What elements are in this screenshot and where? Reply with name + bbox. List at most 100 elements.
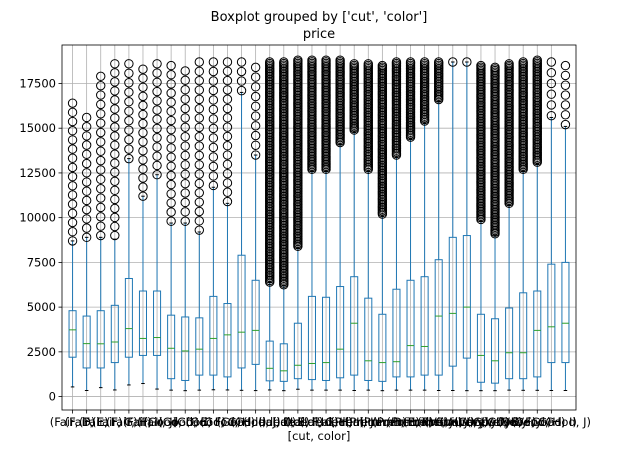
axes-frame	[61, 44, 577, 411]
outlier-point	[67, 116, 78, 127]
box-iqr	[420, 276, 429, 376]
x-tick-label: (Very Good, E)	[439, 415, 522, 429]
box-iqr	[195, 317, 204, 376]
outlier-point	[138, 164, 148, 174]
outlier-point	[279, 57, 289, 67]
outlier-point	[81, 232, 92, 243]
outlier-point	[250, 72, 261, 82]
box-group	[321, 55, 331, 391]
box-group	[67, 98, 78, 388]
outlier-point	[67, 162, 78, 173]
outlier-point	[208, 133, 219, 143]
outlier-point	[110, 212, 120, 223]
outlier-point	[208, 142, 219, 153]
outlier-point	[96, 90, 106, 100]
outlier-point	[194, 188, 205, 198]
outlier-point	[96, 146, 106, 156]
outlier-point	[560, 70, 571, 81]
box-iqr	[82, 315, 91, 369]
outlier-point	[152, 151, 162, 161]
box-iqr	[138, 290, 147, 356]
outlier-point	[96, 230, 106, 241]
outlier-point	[152, 142, 162, 152]
box-iqr	[476, 313, 485, 383]
box-group	[349, 59, 359, 391]
box-iqr	[293, 322, 302, 380]
outlier-point	[138, 191, 148, 201]
outlier-point	[67, 236, 78, 246]
box-iqr	[350, 276, 359, 376]
box-group	[81, 112, 92, 391]
chart-subtitle: price	[303, 27, 335, 42]
outlier-point	[208, 114, 219, 124]
outlier-point	[194, 150, 205, 161]
box-group	[265, 57, 275, 391]
outlier-point	[81, 131, 92, 141]
outlier-point	[138, 146, 148, 156]
outlier-point	[391, 57, 402, 67]
outlier-point	[124, 97, 134, 107]
outlier-point	[265, 57, 275, 67]
outlier-point	[194, 94, 205, 105]
outlier-point	[67, 181, 78, 191]
outlier-point	[96, 212, 106, 222]
outlier-point	[81, 158, 92, 169]
box-group	[419, 57, 430, 391]
outlier-point	[96, 221, 106, 231]
outlier-point	[194, 206, 205, 217]
x-tick-label: (Fair, E)	[65, 415, 109, 429]
outlier-point	[194, 178, 205, 189]
outlier-point	[194, 57, 205, 67]
box-group	[532, 55, 542, 391]
outlier-point	[110, 68, 120, 78]
outlier-point	[96, 109, 106, 119]
box-iqr	[307, 295, 316, 381]
outlier-point	[67, 98, 78, 108]
outlier-point	[560, 100, 571, 110]
outlier-point	[110, 167, 120, 177]
x-tick-label: (Fair, F)	[79, 415, 122, 429]
outlier-point	[250, 82, 261, 92]
outlier-point	[222, 159, 233, 170]
box-group	[96, 71, 106, 389]
outlier-point	[138, 91, 148, 102]
x-tick-label: (Ideal, J)	[330, 415, 378, 429]
outlier-point	[250, 91, 261, 102]
outlier-point	[110, 104, 120, 114]
outlier-point	[110, 122, 120, 132]
outlier-point	[180, 66, 190, 76]
outlier-point	[152, 105, 162, 115]
box-iqr	[533, 290, 542, 378]
outlier-point	[250, 150, 261, 160]
box-group	[490, 62, 500, 392]
y-tick-label: 2500	[27, 345, 56, 359]
box-iqr	[96, 310, 105, 369]
outlier-point	[222, 178, 233, 188]
outlier-point	[152, 170, 162, 180]
outlier-point	[377, 60, 388, 71]
box-group	[363, 59, 373, 391]
outlier-point	[180, 94, 190, 104]
outlier-point	[194, 216, 205, 226]
box-iqr	[181, 316, 190, 381]
outlier-point	[560, 119, 571, 130]
outlier-point	[166, 79, 176, 89]
x-tick-label: (Premium, J)	[417, 415, 488, 429]
box-iqr	[279, 343, 288, 382]
outlier-point	[96, 118, 106, 128]
outlier-point	[349, 59, 359, 69]
outlier-point	[208, 161, 219, 172]
x-tick-label: (Fair, G)	[92, 415, 138, 429]
outlier-point	[110, 221, 120, 232]
outlier-point	[124, 106, 134, 116]
outlier-point	[124, 68, 134, 78]
outlier-point	[81, 149, 92, 160]
outlier-point	[67, 107, 78, 118]
outlier-point	[194, 113, 205, 123]
outlier-point	[222, 85, 233, 95]
outlier-point	[110, 113, 120, 123]
outlier-point	[110, 131, 120, 141]
x-tick-label: (Very Good, F)	[454, 415, 536, 429]
outlier-point	[180, 160, 190, 170]
outlier-point	[433, 57, 444, 67]
